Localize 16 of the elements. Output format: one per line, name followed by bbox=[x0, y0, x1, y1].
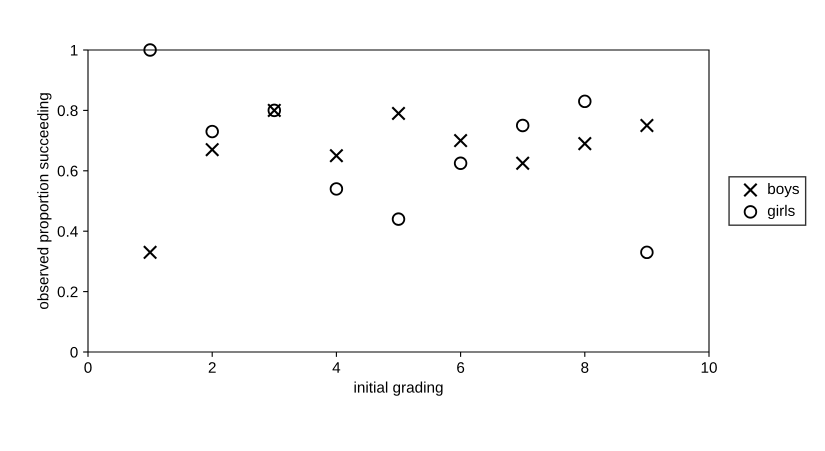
x-tick-label: 0 bbox=[84, 362, 92, 373]
y-tick-label: 0.4 bbox=[58, 226, 78, 237]
x-tick-label: 8 bbox=[581, 362, 588, 373]
x-axis-title: initial grading bbox=[354, 382, 443, 396]
y-tick-label: 0.6 bbox=[58, 166, 78, 176]
legend-label: girls bbox=[768, 204, 795, 220]
x-tick-label: 6 bbox=[457, 362, 464, 373]
legend-label: boys bbox=[768, 182, 799, 198]
x-tick-label: 2 bbox=[208, 362, 216, 373]
x-tick-label: 10 bbox=[702, 362, 717, 373]
y-tick-label: 0.8 bbox=[58, 105, 78, 116]
x-tick-label: 4 bbox=[332, 362, 340, 373]
y-tick-label: 0 bbox=[70, 346, 78, 358]
y-tick-label: 1 bbox=[70, 45, 78, 56]
y-tick-label: 0.2 bbox=[58, 286, 78, 298]
y-axis-title: observed proportion succeeding bbox=[37, 93, 52, 310]
